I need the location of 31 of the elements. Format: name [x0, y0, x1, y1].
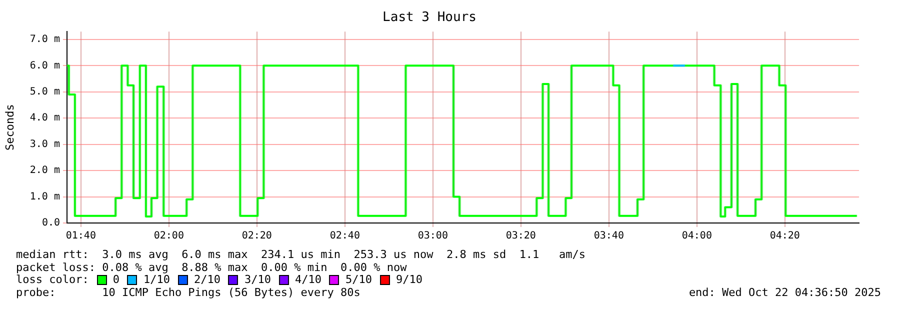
x-tick-label: 01:40	[66, 230, 96, 242]
text: probe: 10 ICMP Echo Pings (56 Bytes) every 80s	[16, 286, 360, 299]
x-tick-label: 02:00	[154, 230, 184, 242]
chart-title: Last 3 Hours	[382, 10, 476, 26]
legend-label: 1/10	[143, 273, 170, 286]
y-tick-label: 5.0 m	[30, 86, 60, 98]
y-axis-title: Seconds	[3, 104, 16, 150]
legend-title: loss color:	[16, 273, 89, 286]
x-tick-label: 02:20	[242, 230, 272, 242]
text: end: Wed Oct 22 04:36:50 2025	[688, 286, 881, 299]
x-tick-label: 04:20	[770, 230, 800, 242]
x-tick-label: 03:20	[506, 230, 536, 242]
x-tick-label: 02:40	[330, 230, 360, 242]
y-tick-label: 1.0 m	[30, 191, 60, 202]
text: median rtt: 3.0 ms avg 6.0 ms max 234.1 us min 253.3 us now 2.8 ms sd 1.1 am/s	[16, 248, 586, 261]
legend-label: 4/10	[294, 273, 322, 286]
legend-label: 9/10	[396, 273, 422, 286]
legend-label: 2/10	[194, 273, 220, 286]
x-tick-label: 03:00	[418, 230, 448, 242]
legend-label: 3/10	[244, 273, 271, 286]
legend-label: 5/10	[345, 273, 372, 286]
y-tick-label: 2.0 m	[30, 165, 60, 176]
y-tick-label: 7.0 m	[30, 34, 60, 46]
y-tick-label: 6.0 m	[30, 60, 60, 72]
y-tick-label: 3.0 m	[30, 138, 60, 150]
y-tick-label: 0.0	[42, 218, 60, 229]
y-tick-label: 4.0 m	[30, 112, 60, 124]
x-tick-label: 03:40	[594, 230, 624, 242]
text: packet loss: 0.08 % avg 8.88 % max 0.00 % min 0.00 % now	[16, 261, 407, 274]
x-tick-label: 04:00	[682, 230, 712, 242]
legend-label: 0	[112, 273, 120, 286]
